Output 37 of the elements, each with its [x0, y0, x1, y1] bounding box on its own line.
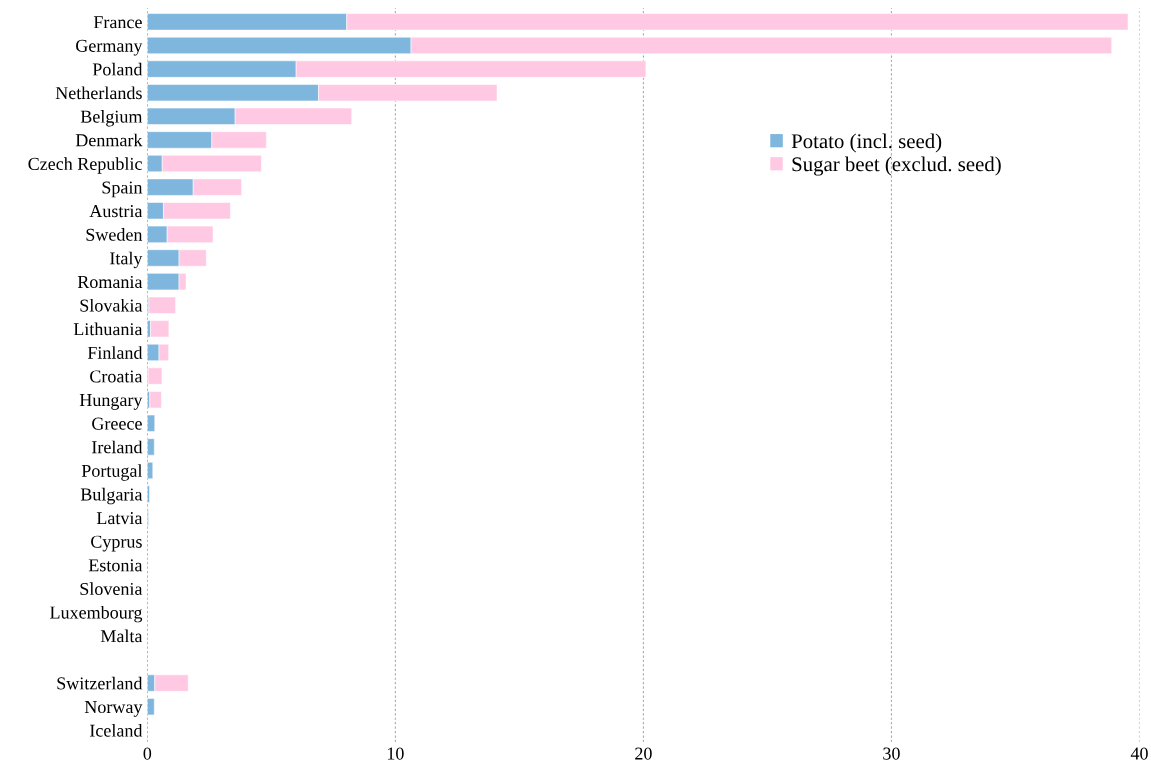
- y-tick-label: Switzerland: [57, 676, 143, 690]
- y-tick-label: Czech Republic: [28, 157, 142, 174]
- y-tick-label: Cyprus: [91, 535, 142, 552]
- y-tick-label: Netherlands: [55, 86, 142, 100]
- y-tick-label: Denmark: [75, 133, 143, 147]
- y-tick-label: Germany: [76, 39, 143, 56]
- y-tick-label: Iceland: [89, 724, 143, 737]
- x-tick-label: 40: [1130, 747, 1148, 760]
- legend-label: Potato (incl. seed): [791, 133, 942, 153]
- y-tick-label: Bulgaria: [80, 487, 143, 505]
- y-tick-label: Sweden: [86, 228, 143, 241]
- y-tick-label: Austria: [89, 205, 143, 218]
- x-tick-label: 0: [143, 747, 152, 760]
- y-tick-label: Latvia: [96, 512, 143, 525]
- legend-label: Sugar beet (exclud. seed): [792, 156, 1001, 176]
- y-tick-label: Romania: [77, 275, 143, 289]
- y-tick-label: Slovenia: [80, 582, 143, 596]
- y-tick-label: Ireland: [91, 440, 143, 454]
- y-tick-label: Poland: [92, 62, 143, 76]
- y-tick-label: France: [93, 16, 142, 29]
- y-tick-label: Belgium: [80, 110, 143, 127]
- y-tick-label: Italy: [110, 251, 143, 269]
- y-tick-label: Luxembourg: [50, 605, 143, 623]
- y-tick-label: Estonia: [88, 559, 143, 572]
- y-tick-label: Malta: [100, 629, 143, 643]
- y-tick-label: Greece: [92, 417, 142, 430]
- y-tick-label: Lithuania: [73, 322, 143, 336]
- y-tick-label: Finland: [87, 346, 143, 359]
- x-tick-label: 10: [387, 747, 404, 760]
- y-tick-label: Portugal: [81, 464, 143, 481]
- y-tick-label: Norway: [84, 701, 143, 717]
- x-tick-label: 30: [883, 747, 900, 760]
- y-tick-label: Croatia: [90, 370, 143, 383]
- y-tick-label: Spain: [102, 181, 143, 198]
- x-tick-label: 20: [635, 747, 652, 760]
- y-tick-label: Hungary: [79, 394, 143, 410]
- y-tick-label: Slovakia: [80, 298, 143, 312]
